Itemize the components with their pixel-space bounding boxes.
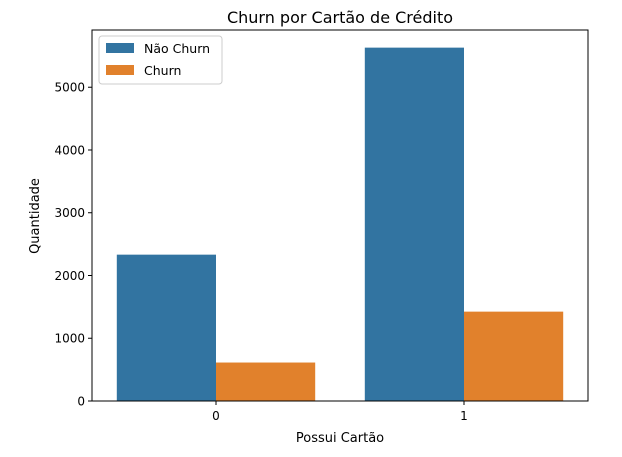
chart-title: Churn por Cartão de Crédito (227, 8, 453, 27)
x-axis-label: Possui Cartão (296, 431, 384, 446)
x-tick-label: 1 (460, 409, 468, 423)
plot-frame (91, 29, 589, 402)
y-tick-label: 3000 (54, 206, 85, 220)
bar-n-o-churn-0 (116, 254, 216, 401)
bar-n-o-churn-1 (364, 47, 464, 402)
y-axis-ticks: 0 1000 2000 3000 4000 5000 (54, 81, 92, 409)
y-axis-label: Quantidade (28, 178, 43, 254)
bar-churn-0 (216, 362, 316, 401)
legend-label-nao-churn: Não Churn (144, 41, 210, 56)
x-tick-label: 0 (212, 409, 220, 423)
legend-swatch-churn (106, 65, 134, 75)
y-tick-label: 5000 (54, 81, 85, 95)
y-tick-label: 2000 (54, 269, 85, 283)
y-tick-label: 1000 (54, 332, 85, 346)
y-tick-label: 0 (77, 395, 85, 409)
legend-swatch-nao-churn (106, 43, 134, 53)
legend-label-churn: Churn (144, 63, 181, 78)
legend: Não Churn Churn (98, 35, 223, 85)
bar-churn-1 (464, 311, 564, 401)
y-tick-label: 4000 (54, 143, 85, 157)
bars-group (116, 47, 564, 402)
